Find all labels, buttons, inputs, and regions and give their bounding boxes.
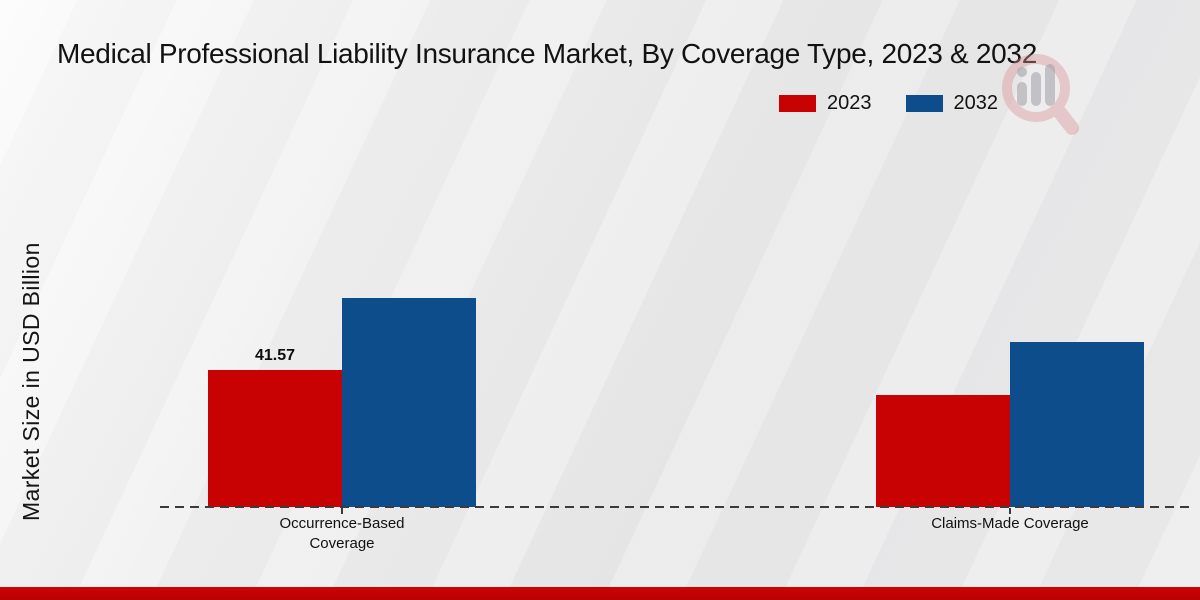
y-axis-label: Market Size in USD Billion — [18, 242, 44, 522]
x-axis-tick — [341, 508, 343, 514]
bar-2023-occurrence-based-coverage — [208, 370, 342, 507]
bar-2032-claims-made-coverage — [1010, 342, 1144, 507]
legend-item-2023: 2023 — [779, 92, 872, 115]
legend-item-2032: 2032 — [905, 92, 999, 115]
bar-value-label: 41.57 — [254, 347, 296, 364]
bottom-accent-strip — [0, 587, 1200, 600]
legend-swatch-2032 — [905, 95, 943, 112]
x-axis-baseline — [160, 506, 1192, 508]
legend-label: 2023 — [827, 92, 872, 114]
category-label-claims-made-coverage: Claims-Made Coverage — [931, 515, 1089, 532]
chart-title: Medical Professional Liability Insurance… — [57, 38, 1037, 69]
bar-2032-occurrence-based-coverage — [342, 298, 476, 507]
x-axis-tick — [1009, 508, 1011, 514]
legend-label: 2032 — [953, 92, 999, 114]
legend: 2023 2032 — [779, 92, 998, 115]
category-label-occurrence-based-coverage: Occurrence-Based Coverage — [279, 515, 405, 553]
bar-2023-claims-made-coverage — [876, 395, 1010, 507]
legend-swatch-2023 — [779, 95, 816, 112]
